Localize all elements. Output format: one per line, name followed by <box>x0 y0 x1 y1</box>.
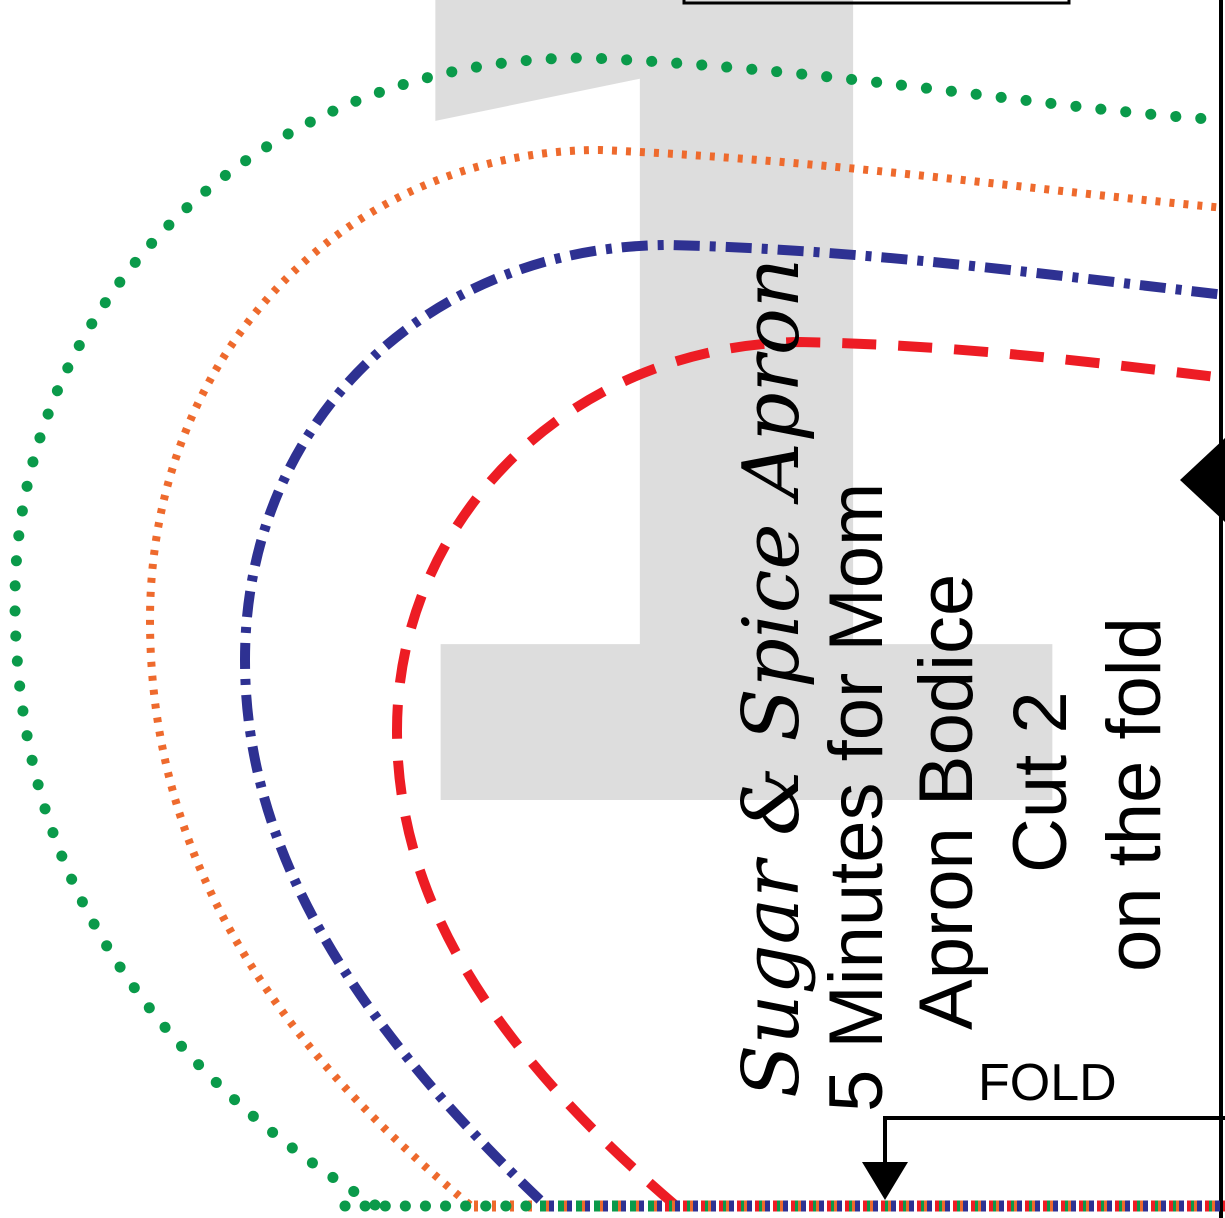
page-number: 1 <box>300 0 1135 1084</box>
cut-line-navy <box>239 239 1225 1204</box>
cut-line-orange <box>145 145 1225 1209</box>
apron-title: Sugar & Spice Apron <box>727 258 817 1098</box>
fold-note-label: on the fold <box>1092 617 1177 972</box>
cut-line-green <box>9 52 1225 1211</box>
piece-name-label: Apron Bodice <box>904 574 989 1030</box>
cut-count-label: Cut 2 <box>998 691 1083 873</box>
notch-marker <box>1180 438 1225 522</box>
label-box <box>682 0 1071 5</box>
fold-bracket <box>883 1116 1225 1172</box>
fold-label: FOLD <box>978 1054 1117 1112</box>
designer-label: 5 Minutes for Mom <box>814 483 899 1112</box>
fold-arrow-icon <box>862 1162 908 1200</box>
